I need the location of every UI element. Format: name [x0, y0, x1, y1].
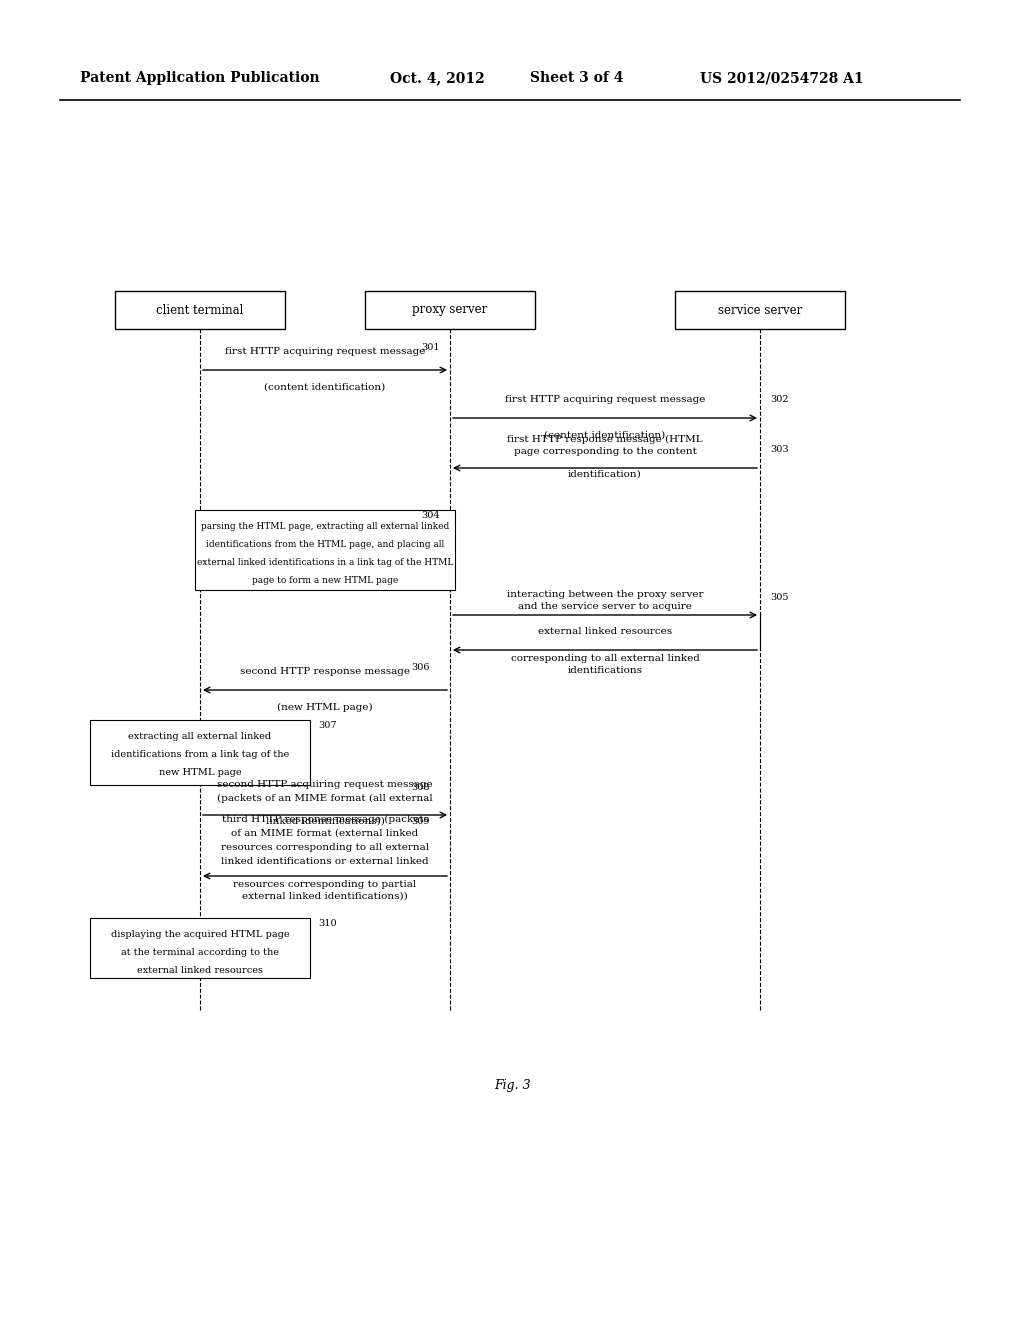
- Text: 304: 304: [421, 511, 440, 520]
- Text: first HTTP acquiring request message: first HTTP acquiring request message: [505, 395, 706, 404]
- Text: Sheet 3 of 4: Sheet 3 of 4: [530, 71, 624, 84]
- Text: new HTML page: new HTML page: [159, 768, 242, 777]
- Text: (content identification): (content identification): [264, 383, 386, 392]
- Text: first HTTP response message (HTML: first HTTP response message (HTML: [507, 434, 702, 444]
- Text: (packets of an MIME format (all external: (packets of an MIME format (all external: [217, 793, 433, 803]
- Text: interacting between the proxy server: interacting between the proxy server: [507, 590, 703, 599]
- Text: first HTTP acquiring request message: first HTTP acquiring request message: [225, 347, 425, 356]
- Text: 301: 301: [421, 343, 440, 352]
- Text: service server: service server: [718, 304, 802, 317]
- Text: third HTTP response message (packets: third HTTP response message (packets: [221, 814, 428, 824]
- Text: (content identification): (content identification): [545, 432, 666, 440]
- Text: displaying the acquired HTML page: displaying the acquired HTML page: [111, 931, 290, 939]
- FancyBboxPatch shape: [365, 290, 535, 329]
- Text: extracting all external linked: extracting all external linked: [128, 733, 271, 741]
- Text: second HTTP response message: second HTTP response message: [240, 667, 410, 676]
- Text: external linked resources: external linked resources: [538, 627, 672, 636]
- Text: second HTTP acquiring request message: second HTTP acquiring request message: [217, 780, 433, 789]
- Text: 305: 305: [770, 593, 788, 602]
- FancyBboxPatch shape: [90, 719, 310, 784]
- Text: 310: 310: [318, 919, 337, 928]
- Text: 309: 309: [412, 817, 430, 826]
- Text: client terminal: client terminal: [157, 304, 244, 317]
- Text: US 2012/0254728 A1: US 2012/0254728 A1: [700, 71, 863, 84]
- Text: Oct. 4, 2012: Oct. 4, 2012: [390, 71, 484, 84]
- Text: identifications from the HTML page, and placing all: identifications from the HTML page, and …: [206, 540, 444, 549]
- FancyBboxPatch shape: [675, 290, 845, 329]
- Text: identification): identification): [568, 470, 642, 479]
- Text: 307: 307: [318, 721, 337, 730]
- Text: Fig. 3: Fig. 3: [494, 1078, 530, 1092]
- Text: parsing the HTML page, extracting all external linked: parsing the HTML page, extracting all ex…: [201, 521, 450, 531]
- Text: linked identifications or external linked: linked identifications or external linke…: [221, 857, 429, 866]
- Text: external linked identifications in a link tag of the HTML: external linked identifications in a lin…: [197, 558, 454, 568]
- Text: identifications: identifications: [567, 667, 642, 675]
- Text: Patent Application Publication: Patent Application Publication: [80, 71, 319, 84]
- Text: (new HTML page): (new HTML page): [278, 704, 373, 711]
- Text: linked identifications)): linked identifications)): [265, 817, 384, 826]
- Text: of an MIME format (external linked: of an MIME format (external linked: [231, 829, 419, 838]
- Text: resources corresponding to partial: resources corresponding to partial: [233, 880, 417, 888]
- FancyBboxPatch shape: [195, 510, 455, 590]
- FancyBboxPatch shape: [90, 917, 310, 978]
- Text: 306: 306: [412, 664, 430, 672]
- Text: at the terminal according to the: at the terminal according to the: [121, 948, 279, 957]
- Text: 303: 303: [770, 446, 788, 454]
- Text: identifications from a link tag of the: identifications from a link tag of the: [111, 750, 289, 759]
- Text: page corresponding to the content: page corresponding to the content: [514, 447, 696, 455]
- Text: resources corresponding to all external: resources corresponding to all external: [221, 843, 429, 851]
- Text: 308: 308: [412, 783, 430, 792]
- FancyBboxPatch shape: [115, 290, 285, 329]
- Text: corresponding to all external linked: corresponding to all external linked: [511, 653, 699, 663]
- Text: 302: 302: [770, 396, 788, 404]
- Text: proxy server: proxy server: [413, 304, 487, 317]
- Text: external linked identifications)): external linked identifications)): [242, 892, 408, 902]
- Text: and the service server to acquire: and the service server to acquire: [518, 602, 692, 611]
- Text: page to form a new HTML page: page to form a new HTML page: [252, 576, 398, 585]
- Text: external linked resources: external linked resources: [137, 966, 263, 975]
